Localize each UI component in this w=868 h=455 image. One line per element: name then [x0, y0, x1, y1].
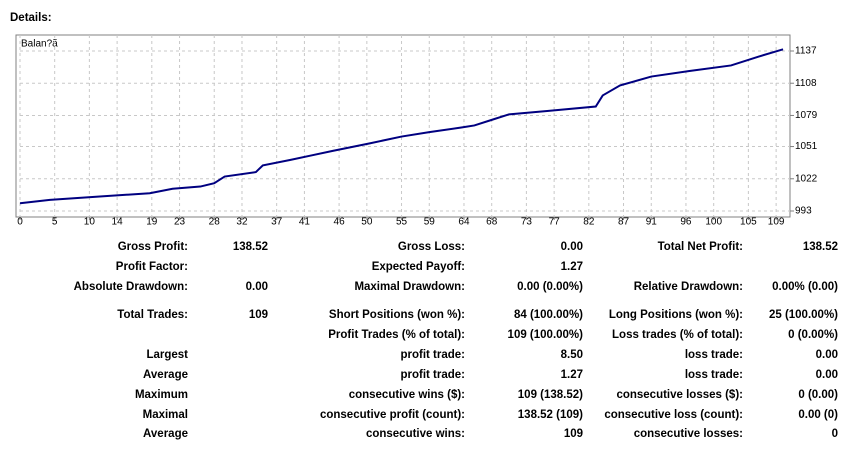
stat-label: consecutive loss (count):: [604, 409, 743, 421]
stat-label: Maximum: [135, 389, 188, 401]
chart-frame: [15, 34, 791, 218]
stat-value: 0.00: [246, 281, 268, 293]
x-tick-label: 23: [174, 217, 186, 228]
stat-value: 84 (100.00%): [514, 309, 583, 321]
stat-label: Loss trades (% of total):: [612, 329, 743, 341]
x-tick-label: 5: [52, 217, 58, 228]
stat-label: Long Positions (won %):: [609, 309, 743, 321]
stat-label: Total Net Profit:: [658, 241, 743, 253]
x-tick-label: 55: [396, 217, 408, 228]
stat-label: Absolute Drawdown:: [74, 281, 188, 293]
stat-label: Relative Drawdown:: [634, 281, 743, 293]
x-tick-label: 109: [768, 217, 785, 228]
stat-value: 138.52: [233, 241, 268, 253]
x-tick-label: 28: [209, 217, 221, 228]
y-tick-label: 1108: [795, 78, 817, 89]
stat-label: Profit Trades (% of total):: [328, 329, 465, 341]
stat-label: Gross Loss:: [398, 241, 465, 253]
stat-value: 0 (0.00): [798, 389, 838, 401]
stat-label: Short Positions (won %):: [329, 309, 465, 321]
x-tick-label: 77: [549, 217, 561, 228]
stat-value: 25 (100.00%): [769, 309, 838, 321]
y-tick-label: 993: [795, 206, 812, 217]
x-tick-label: 10: [84, 217, 96, 228]
y-tick-label: 1051: [795, 141, 818, 152]
details-title: Details:: [10, 12, 52, 24]
stat-label: consecutive profit (count):: [320, 409, 465, 421]
stat-value: 0 (0.00%): [788, 329, 838, 341]
stat-label: consecutive wins ($):: [349, 389, 465, 401]
stat-label: Maximal Drawdown:: [354, 281, 465, 293]
x-tick-label: 105: [740, 217, 757, 228]
stat-value: 138.52 (109): [518, 409, 583, 421]
stat-value: 0.00: [816, 369, 838, 381]
x-tick-label: 82: [583, 217, 595, 228]
stat-label: Profit Factor:: [116, 261, 188, 273]
stat-label: Gross Profit:: [118, 241, 188, 253]
x-tick-label: 37: [271, 217, 283, 228]
x-tick-label: 73: [521, 217, 533, 228]
stat-label: Expected Payoff:: [372, 261, 465, 273]
stat-value: 8.50: [561, 349, 583, 361]
stat-label: consecutive losses:: [634, 428, 743, 440]
stat-label: Total Trades:: [117, 309, 188, 321]
stat-label: consecutive losses ($):: [616, 389, 743, 401]
stat-value: 109 (138.52): [518, 389, 583, 401]
x-tick-label: 96: [680, 217, 692, 228]
stat-label: Largest: [146, 349, 188, 361]
stat-value: 1.27: [561, 261, 583, 273]
x-tick-label: 68: [486, 217, 498, 228]
y-tick-label: 1137: [795, 46, 817, 57]
legend-label: Balan?ã: [21, 39, 58, 50]
x-tick-label: 14: [112, 217, 124, 228]
stat-label: consecutive wins:: [366, 428, 465, 440]
x-tick-label: 41: [299, 217, 311, 228]
y-tick-label: 1022: [795, 173, 818, 184]
x-tick-label: 50: [361, 217, 373, 228]
stat-value: 1.27: [561, 369, 583, 381]
x-tick-label: 46: [334, 217, 346, 228]
stat-value: 138.52: [803, 241, 838, 253]
stat-label: Average: [143, 369, 188, 381]
stat-value: 0.00: [816, 349, 838, 361]
x-tick-label: 0: [17, 217, 23, 228]
x-tick-label: 19: [146, 217, 158, 228]
stat-label: profit trade:: [400, 369, 465, 381]
x-tick-label: 59: [424, 217, 436, 228]
stat-label: profit trade:: [400, 349, 465, 361]
stat-label: loss trade:: [685, 369, 743, 381]
x-tick-label: 87: [618, 217, 630, 228]
stat-label: loss trade:: [685, 349, 743, 361]
x-tick-label: 32: [236, 217, 248, 228]
stat-value: 0: [832, 428, 838, 440]
stat-value: 109: [249, 309, 268, 321]
x-tick-label: 64: [458, 217, 470, 228]
x-tick-label: 100: [705, 217, 722, 228]
stat-label: Maximal: [143, 409, 188, 421]
stat-value: 0.00% (0.00): [772, 281, 838, 293]
y-tick-label: 1079: [795, 110, 818, 121]
stat-value: 0.00 (0): [798, 409, 838, 421]
stat-value: 109: [564, 428, 583, 440]
stat-value: 0.00: [561, 241, 583, 253]
stat-label: Average: [143, 428, 188, 440]
stat-value: 109 (100.00%): [508, 329, 584, 341]
x-tick-label: 91: [646, 217, 658, 228]
stat-value: 0.00 (0.00%): [517, 281, 583, 293]
balance-line: [19, 48, 784, 205]
